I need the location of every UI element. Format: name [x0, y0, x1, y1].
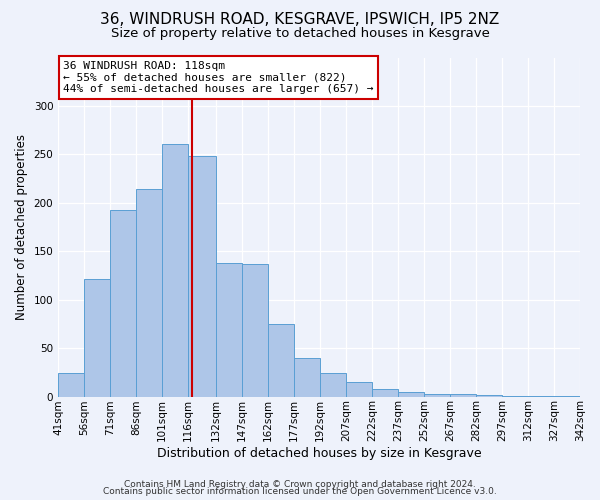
- Bar: [84, 280, 110, 396]
- Bar: [398, 392, 424, 396]
- Bar: [58, 374, 84, 396]
- Bar: [136, 189, 162, 396]
- Bar: [268, 324, 294, 396]
- Bar: [162, 144, 188, 396]
- Bar: [372, 389, 398, 396]
- Text: 36 WINDRUSH ROAD: 118sqm
← 55% of detached houses are smaller (822)
44% of semi-: 36 WINDRUSH ROAD: 118sqm ← 55% of detach…: [64, 61, 374, 94]
- Text: Contains HM Land Registry data © Crown copyright and database right 2024.: Contains HM Land Registry data © Crown c…: [124, 480, 476, 489]
- Text: 36, WINDRUSH ROAD, KESGRAVE, IPSWICH, IP5 2NZ: 36, WINDRUSH ROAD, KESGRAVE, IPSWICH, IP…: [100, 12, 500, 28]
- Bar: [110, 210, 136, 396]
- X-axis label: Distribution of detached houses by size in Kesgrave: Distribution of detached houses by size …: [157, 447, 481, 460]
- Bar: [424, 394, 450, 396]
- Bar: [294, 358, 320, 397]
- Text: Contains public sector information licensed under the Open Government Licence v3: Contains public sector information licen…: [103, 488, 497, 496]
- Bar: [450, 394, 476, 396]
- Bar: [242, 264, 268, 396]
- Bar: [476, 394, 502, 396]
- Bar: [346, 382, 372, 396]
- Bar: [320, 374, 346, 396]
- Text: Size of property relative to detached houses in Kesgrave: Size of property relative to detached ho…: [110, 28, 490, 40]
- Y-axis label: Number of detached properties: Number of detached properties: [15, 134, 28, 320]
- Bar: [188, 156, 216, 396]
- Bar: [216, 263, 242, 396]
